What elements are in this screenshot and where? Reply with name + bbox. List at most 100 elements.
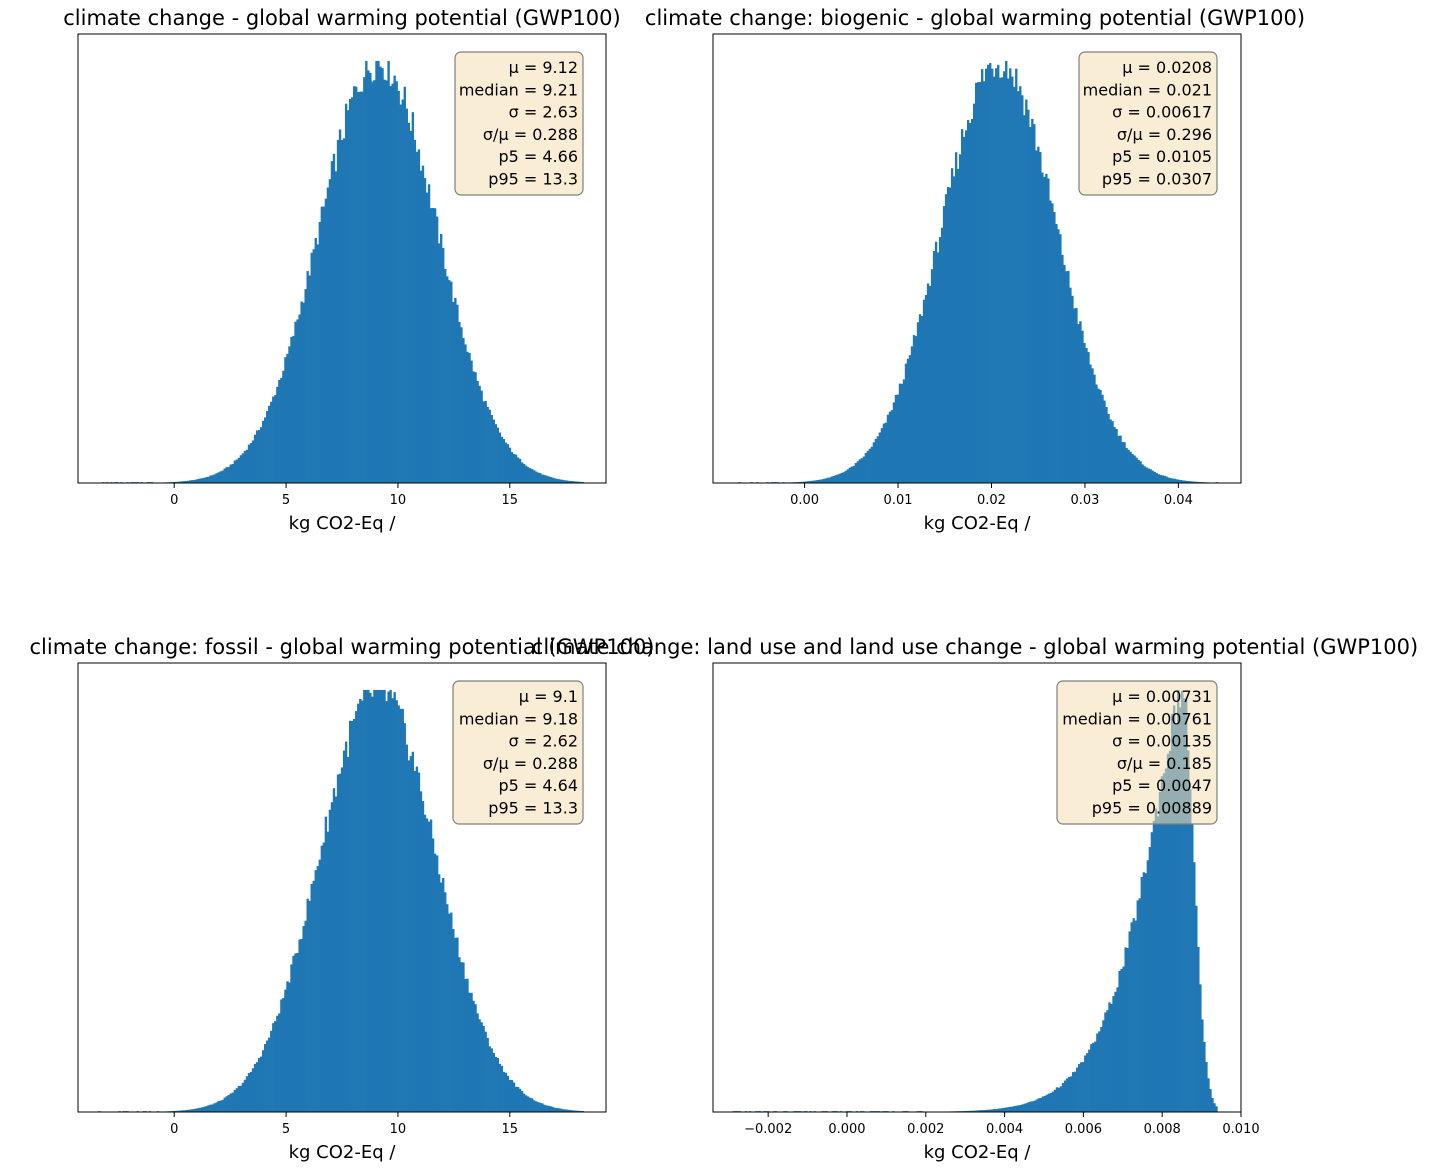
- histogram-bar: [1158, 792, 1162, 1112]
- histogram-bar: [533, 1100, 536, 1112]
- histogram-bar: [874, 438, 878, 483]
- histogram-bar: [207, 1105, 210, 1112]
- histogram-bar: [282, 998, 285, 1112]
- histogram-bar: [407, 760, 411, 1112]
- histogram-bar: [243, 450, 247, 483]
- histogram-bar: [842, 472, 845, 483]
- histogram-bar: [201, 1107, 204, 1112]
- histogram-bar: [257, 430, 261, 483]
- histogram-bar: [367, 70, 370, 484]
- histogram-bar: [1037, 1098, 1040, 1112]
- histogram-bar: [1183, 480, 1186, 483]
- histogram-bar: [1125, 447, 1128, 483]
- histogram-bar: [421, 801, 425, 1112]
- histogram-bar: [1033, 1100, 1036, 1112]
- histogram-bar: [419, 170, 423, 484]
- histogram-bar: [318, 859, 321, 1112]
- histogram-bar: [417, 149, 421, 483]
- histogram-bar: [1096, 1033, 1099, 1112]
- histogram-bar: [298, 314, 301, 483]
- histogram-bar: [195, 479, 198, 483]
- histogram-bar: [235, 1088, 239, 1112]
- histogram-bar: [399, 708, 402, 1112]
- stats-line: median = 0.021: [1083, 80, 1212, 99]
- axes-frame: [712, 33, 1242, 484]
- histogram-bar: [259, 427, 263, 483]
- histogram-bar: [456, 304, 459, 483]
- histogram-bars: [738, 60, 1218, 484]
- histogram-bar: [308, 900, 311, 1112]
- histogram-bar: [960, 129, 964, 483]
- histogram-bar: [516, 457, 520, 483]
- histogram-bar: [444, 268, 447, 483]
- histogram-bar: [189, 480, 192, 483]
- histogram-bar: [872, 442, 876, 483]
- histogram-bar: [529, 1097, 532, 1112]
- histogram-bar: [1005, 1107, 1008, 1112]
- histogram-bar: [1017, 1105, 1020, 1112]
- histogram-bar: [828, 477, 831, 483]
- histogram-bar: [1151, 470, 1154, 483]
- histogram-bar: [490, 1048, 493, 1112]
- histogram-bar: [948, 187, 952, 484]
- histogram-bar: [433, 208, 437, 483]
- histogram-bar: [1086, 1053, 1089, 1112]
- histogram-bar: [413, 139, 417, 483]
- histogram-bar: [858, 459, 862, 483]
- histogram-bar: [448, 280, 451, 483]
- histogram-bar: [330, 802, 334, 1112]
- histogram-bar: [401, 99, 404, 483]
- histogram-bar: [1143, 466, 1146, 483]
- histogram-bar: [442, 877, 445, 1112]
- histogram-bar: [1209, 1089, 1212, 1112]
- histogram-bar: [268, 405, 271, 483]
- histogram-bar: [338, 773, 342, 1112]
- histogram-bar: [272, 1023, 275, 1112]
- histogram-bar: [860, 458, 864, 483]
- histogram-bar: [486, 406, 489, 483]
- histogram-bar: [480, 1022, 483, 1112]
- histogram-bar: [522, 1093, 526, 1112]
- histogram-bar: [826, 477, 829, 483]
- histogram-bar: [209, 475, 212, 483]
- histogram-bar: [1195, 905, 1198, 1112]
- histogram-bar: [1121, 441, 1124, 483]
- histogram-bar: [502, 439, 506, 483]
- histogram-bar: [535, 1101, 538, 1112]
- x-tick-label: 0.000: [828, 1122, 865, 1137]
- histogram-bar: [1134, 920, 1137, 1112]
- histogram-bar: [488, 1046, 491, 1112]
- histogram-bar: [535, 471, 538, 483]
- histogram-bar: [1215, 1106, 1218, 1112]
- histogram-bar: [409, 756, 413, 1112]
- histogram-bar: [458, 321, 461, 483]
- histogram-bar: [981, 69, 984, 484]
- histogram-bar: [1027, 1102, 1030, 1112]
- histogram-bar: [1162, 773, 1166, 1112]
- histogram-bar: [324, 198, 328, 483]
- histogram-bar: [1055, 1087, 1059, 1112]
- histogram-bar: [205, 477, 208, 483]
- histogram-bar: [379, 689, 382, 1112]
- histogram-bar: [1176, 689, 1180, 1112]
- histogram-bar: [1169, 478, 1172, 483]
- histogram-bar: [991, 1109, 994, 1112]
- histogram-bar: [233, 1089, 237, 1112]
- histogram-bar: [1011, 76, 1014, 483]
- histogram-bar: [900, 383, 904, 483]
- histogram-bar: [452, 929, 455, 1112]
- histogram-bar: [346, 110, 350, 484]
- histogram-bar: [484, 1031, 487, 1112]
- axes-frame: [712, 662, 1242, 1113]
- histogram-bar: [914, 336, 918, 483]
- histogram-bar: [237, 1085, 241, 1112]
- histogram-bar: [454, 297, 457, 483]
- histogram-bar: [868, 448, 872, 483]
- histogram-bar: [326, 831, 330, 1112]
- histogram-bar: [856, 461, 860, 483]
- histogram-bar: [563, 480, 566, 483]
- histogram-bar: [375, 689, 378, 1112]
- histogram-bar: [524, 465, 528, 483]
- histogram-bar: [332, 153, 336, 483]
- histogram-bar: [332, 788, 336, 1112]
